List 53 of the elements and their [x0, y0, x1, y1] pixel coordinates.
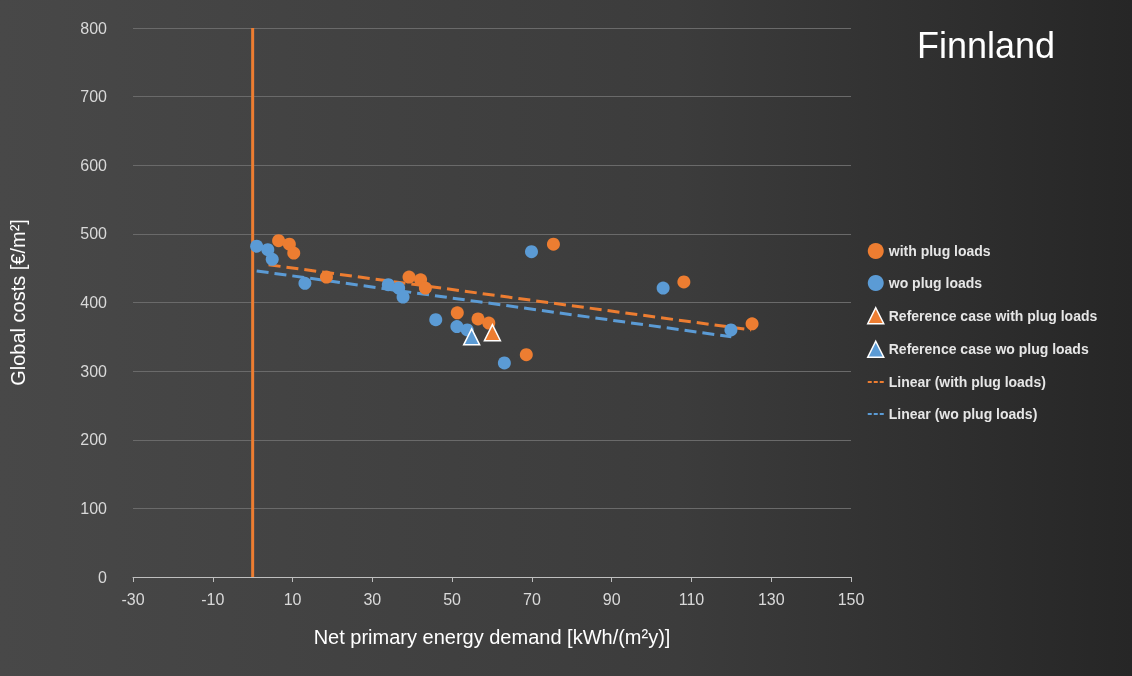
point — [396, 290, 410, 304]
y-tick-label: 400 — [80, 294, 108, 311]
y-tick-label: 0 — [98, 568, 108, 586]
point — [265, 252, 279, 266]
point — [546, 237, 560, 251]
point — [462, 328, 481, 346]
point — [250, 239, 264, 253]
y-tick-label: 300 — [80, 362, 108, 380]
y-tick-label: 800 — [80, 19, 108, 37]
x-axis-title: Net primary energy demand [kWh/(m²y)] — [313, 626, 671, 648]
x-tick-label: 110 — [678, 590, 705, 608]
point — [677, 275, 691, 289]
legend-label: Linear (wo plug loads) — [888, 406, 1038, 422]
x-tick-label: 10 — [283, 590, 302, 608]
y-tick-label: 200 — [80, 431, 108, 449]
legend-label: Linear (with plug loads) — [888, 374, 1046, 390]
x-tick-label: -30 — [121, 590, 145, 608]
y-tick-label: 600 — [80, 156, 108, 174]
point — [519, 348, 533, 362]
x-tick-label: 70 — [522, 590, 541, 608]
x-tick-label: 50 — [443, 590, 462, 608]
point — [418, 281, 432, 295]
legend-label: wo plug loads — [887, 275, 983, 291]
point — [656, 281, 670, 295]
point — [497, 356, 511, 370]
point — [298, 276, 312, 290]
point — [287, 246, 301, 260]
legend-label: with plug loads — [887, 243, 991, 259]
x-tick-label: -10 — [201, 590, 225, 608]
y-tick-label: 500 — [80, 225, 108, 243]
legend-label: Reference case wo plug loads — [888, 341, 1089, 358]
x-tick-label: 90 — [602, 590, 621, 608]
y-tick-label: 700 — [80, 88, 108, 106]
x-tick-label: 150 — [837, 590, 865, 608]
x-tick-label: 30 — [363, 590, 382, 608]
legend-label: Reference case with plug loads — [888, 307, 1098, 324]
point — [402, 270, 416, 284]
point — [471, 312, 485, 326]
point — [724, 323, 738, 337]
point — [525, 245, 538, 259]
point — [319, 270, 333, 284]
point — [381, 278, 395, 292]
x-tick-label: 130 — [757, 590, 785, 608]
point — [429, 313, 443, 327]
point — [450, 320, 464, 334]
y-axis-title: Global costs [€/m²] — [7, 219, 29, 386]
point — [450, 306, 464, 320]
point — [272, 234, 286, 248]
point — [261, 243, 275, 257]
point — [745, 317, 759, 331]
text: Finnland — [916, 24, 1055, 66]
point — [483, 323, 502, 342]
y-tick-label: 100 — [80, 499, 108, 517]
